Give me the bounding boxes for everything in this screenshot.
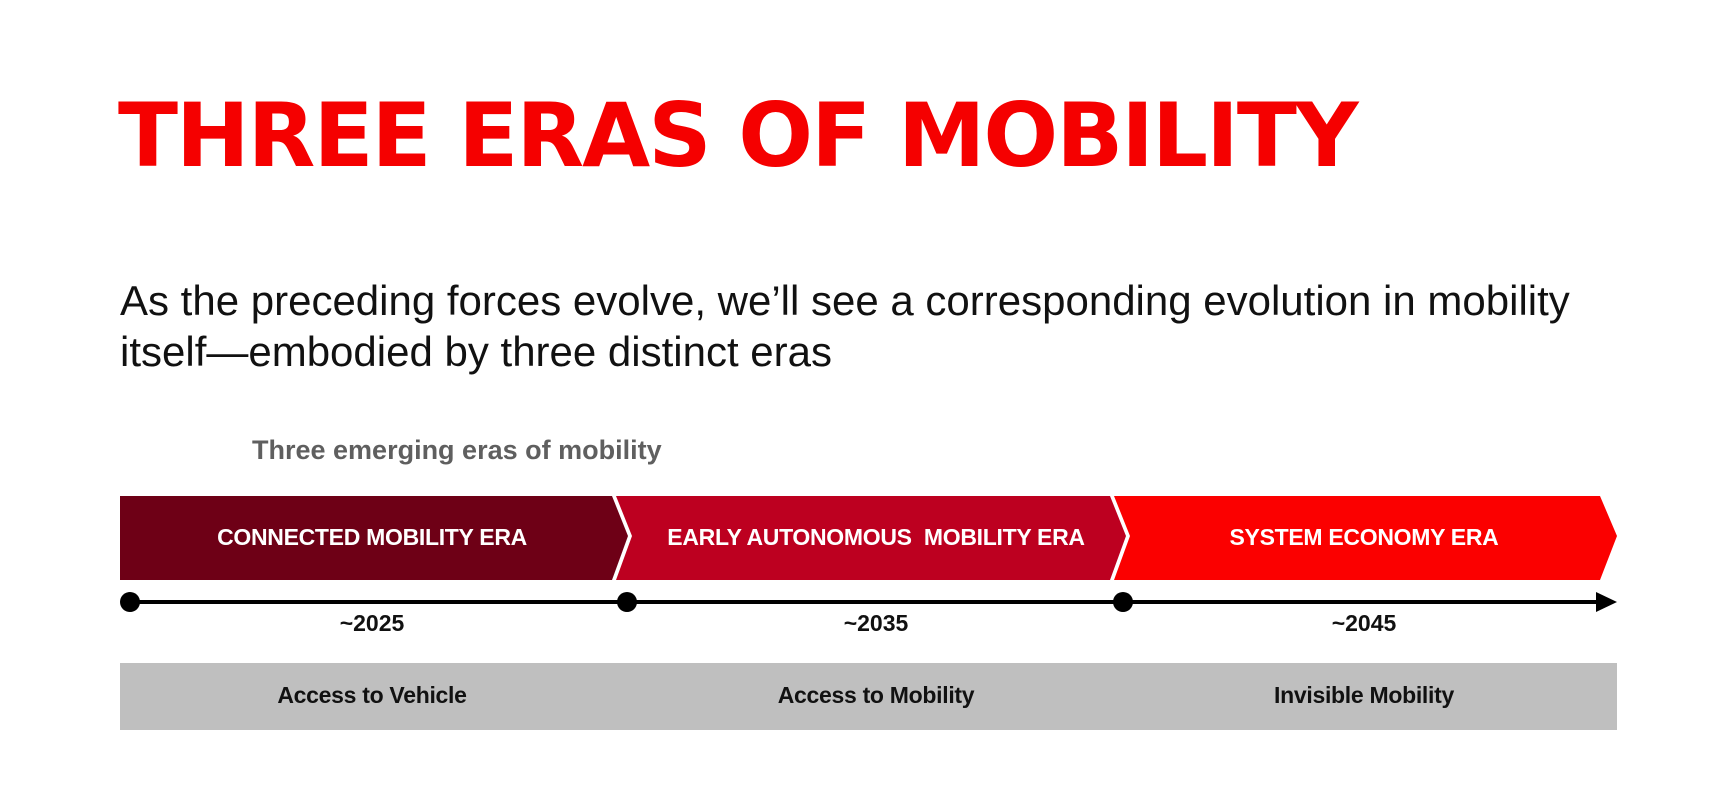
outcome-label-invisible: Invisible Mobility — [1274, 682, 1454, 708]
timeline-arrowhead — [1596, 592, 1617, 612]
year-label-2025: ~2025 — [340, 610, 405, 636]
era-bar-early-autonomous — [616, 496, 1126, 580]
page-title: THREE ERAS OF MOBILITY — [118, 84, 1359, 187]
timeline-marker-2025 — [120, 592, 140, 612]
outcome-label-mobility: Access to Mobility — [778, 682, 975, 708]
era-bar-system-economy — [1114, 496, 1617, 580]
outcome-band — [120, 663, 1617, 730]
era-label-system-economy: SYSTEM ECONOMY ERA — [1230, 524, 1499, 550]
diagram-heading: Three emerging eras of mobility — [252, 435, 662, 465]
year-label-2035: ~2035 — [844, 610, 909, 636]
era-label-early-autonomous: EARLY AUTONOMOUS MOBILITY ERA — [667, 524, 1084, 550]
year-label-2045: ~2045 — [1332, 610, 1397, 636]
era-label-connected: CONNECTED MOBILITY ERA — [217, 524, 527, 550]
outcome-label-vehicle: Access to Vehicle — [277, 682, 466, 708]
era-bar-connected — [120, 496, 628, 580]
timeline-marker-2045 — [1113, 592, 1133, 612]
page-subtitle: As the preceding forces evolve, we’ll se… — [120, 277, 1570, 375]
timeline-marker-2035 — [617, 592, 637, 612]
